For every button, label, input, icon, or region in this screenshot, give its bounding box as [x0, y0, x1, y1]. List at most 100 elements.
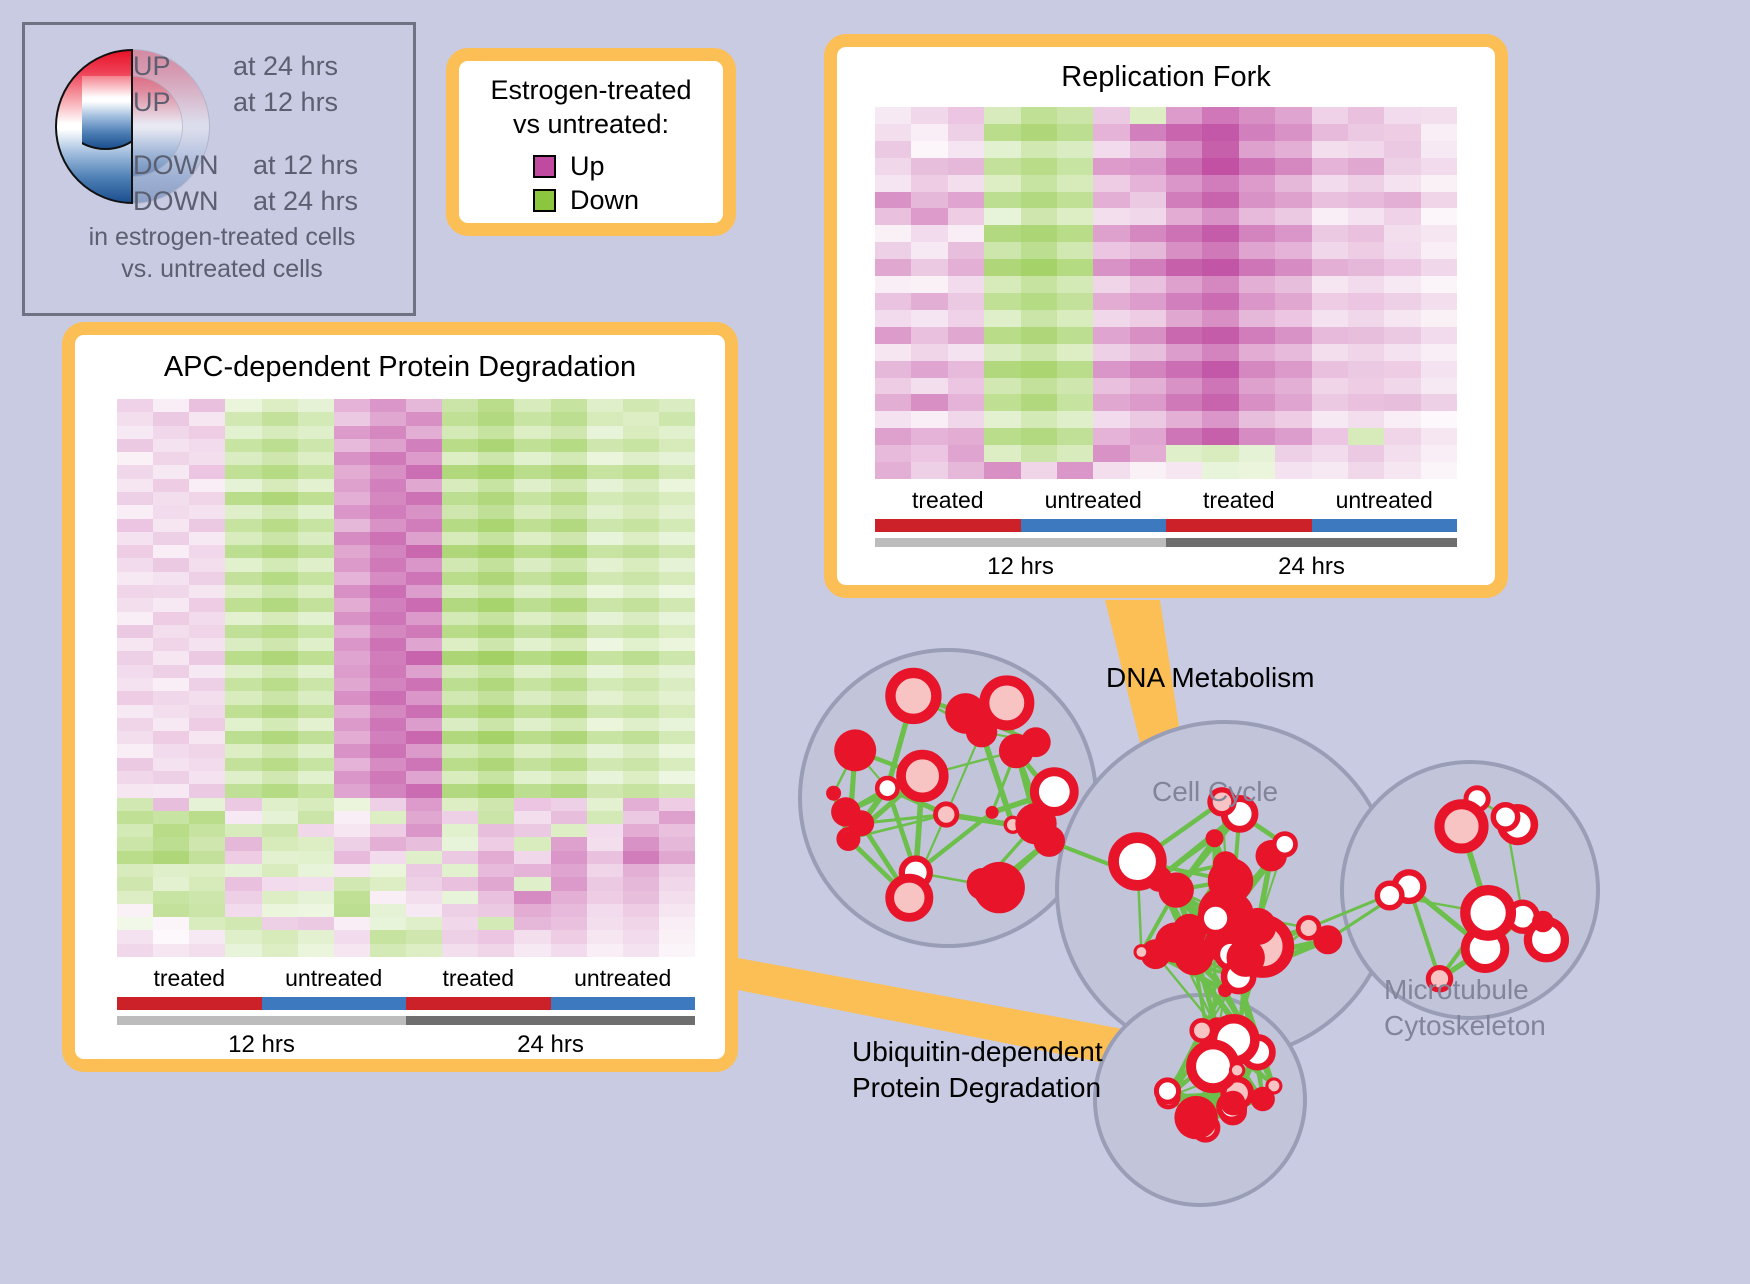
- network-node[interactable]: [834, 729, 876, 771]
- heatmap-cell: [1348, 445, 1384, 462]
- heatmap-cell: [262, 837, 298, 850]
- heatmap-cell: [587, 412, 623, 425]
- heatmap-cell: [514, 851, 550, 864]
- network-node[interactable]: [1033, 825, 1065, 857]
- heatmap-cell: [1421, 259, 1457, 276]
- label-microtubule-line-2: Cytoskeleton: [1384, 1008, 1546, 1044]
- network-node[interactable]: [1191, 1044, 1235, 1088]
- heatmap-cell: [551, 426, 587, 439]
- heatmap-cell: [1093, 225, 1129, 242]
- network-node[interactable]: [1135, 946, 1148, 959]
- network-node[interactable]: [986, 806, 999, 819]
- heatmap-cell: [1093, 276, 1129, 293]
- network-node[interactable]: [1218, 983, 1232, 997]
- heatmap-cell: [875, 158, 911, 175]
- heatmap-cell: [478, 665, 514, 678]
- heatmap-cell: [948, 107, 984, 124]
- heatmap-cell: [370, 718, 406, 731]
- heatmap-cell: [514, 612, 550, 625]
- network-node[interactable]: [1493, 805, 1517, 829]
- heatmap-cell: [298, 691, 334, 704]
- network-node[interactable]: [1221, 1091, 1246, 1116]
- network-node[interactable]: [1213, 851, 1239, 877]
- heatmap-cell: [587, 479, 623, 492]
- heatmap-cell: [514, 678, 550, 691]
- heatmap-cell: [298, 864, 334, 877]
- heatmap-cell: [587, 904, 623, 917]
- heatmap-cell: [370, 492, 406, 505]
- network-node[interactable]: [984, 680, 1029, 725]
- heatmap-cell: [1166, 124, 1202, 141]
- network-node[interactable]: [890, 878, 929, 917]
- heatmap-cell: [551, 452, 587, 465]
- network-node[interactable]: [1532, 911, 1554, 933]
- heatmap-cell: [1239, 107, 1275, 124]
- heatmap-cell: [1421, 428, 1457, 445]
- heatmap-cell: [659, 758, 695, 771]
- group-color-bar: [1021, 519, 1167, 532]
- network-node[interactable]: [877, 778, 897, 798]
- heatmap-cell: [153, 851, 189, 864]
- network-node[interactable]: [1465, 890, 1511, 936]
- heatmap-cell: [514, 519, 550, 532]
- heatmap-cell: [1202, 141, 1238, 158]
- heatmap-cell: [478, 492, 514, 505]
- network-node[interactable]: [901, 755, 944, 798]
- label-dna-metabolism: DNA Metabolism: [1106, 662, 1315, 694]
- network-node[interactable]: [1174, 1096, 1217, 1139]
- network-node[interactable]: [839, 831, 858, 850]
- network-node[interactable]: [890, 673, 936, 719]
- heatmap-cell: [1021, 242, 1057, 259]
- heatmap-cell: [587, 585, 623, 598]
- network-node[interactable]: [1192, 1020, 1212, 1040]
- heatmap-cell: [298, 519, 334, 532]
- network-node[interactable]: [936, 804, 957, 825]
- network-node[interactable]: [1298, 918, 1319, 939]
- heatmap-cell: [262, 705, 298, 718]
- heatmap-cell: [514, 585, 550, 598]
- heatmap-cell: [298, 492, 334, 505]
- network-node[interactable]: [1156, 1080, 1178, 1102]
- heatmap-cell: [298, 771, 334, 784]
- network-node[interactable]: [826, 786, 841, 801]
- heatmap-cell: [1057, 225, 1093, 242]
- network-node[interactable]: [999, 734, 1034, 769]
- network-node[interactable]: [1377, 883, 1402, 908]
- heatmap-cell: [1166, 208, 1202, 225]
- heatmap-cell: [551, 572, 587, 585]
- heatmap-cell: [1384, 445, 1420, 462]
- heatmap-cell: [623, 598, 659, 611]
- heatmap-cell: [225, 479, 261, 492]
- network-node[interactable]: [1206, 829, 1224, 847]
- network-node[interactable]: [967, 868, 999, 900]
- footer-line-2: vs. untreated cells: [25, 253, 419, 285]
- network-node[interactable]: [1230, 1064, 1243, 1077]
- network-node[interactable]: [1439, 804, 1483, 848]
- network-node[interactable]: [1274, 834, 1295, 855]
- heatmap-cell: [442, 651, 478, 664]
- heatmap-cell: [911, 175, 947, 192]
- heatmap-cell: [370, 691, 406, 704]
- heatmap-cell: [514, 505, 550, 518]
- heatmap-cell: [370, 904, 406, 917]
- heatmap-cell: [478, 612, 514, 625]
- heatmap-cell: [587, 798, 623, 811]
- heatmap-cell: [659, 837, 695, 850]
- heatmap-cell: [1021, 310, 1057, 327]
- heatmap-cell: [478, 837, 514, 850]
- heatmap-cell: [1057, 192, 1093, 209]
- heatmap-cell: [1021, 107, 1057, 124]
- heatmap-cell: [478, 585, 514, 598]
- heatmap-cell: [875, 175, 911, 192]
- heatmap-cell: [406, 930, 442, 943]
- network-node[interactable]: [831, 797, 860, 826]
- heatmap-cell: [659, 917, 695, 930]
- network-node[interactable]: [1201, 903, 1231, 933]
- network-node[interactable]: [1239, 908, 1276, 945]
- network-node[interactable]: [1114, 838, 1162, 886]
- heatmap-cell: [659, 864, 695, 877]
- heatmap-cell: [1421, 124, 1457, 141]
- network-node[interactable]: [1251, 1087, 1275, 1111]
- legend-item-up: Up: [533, 149, 639, 183]
